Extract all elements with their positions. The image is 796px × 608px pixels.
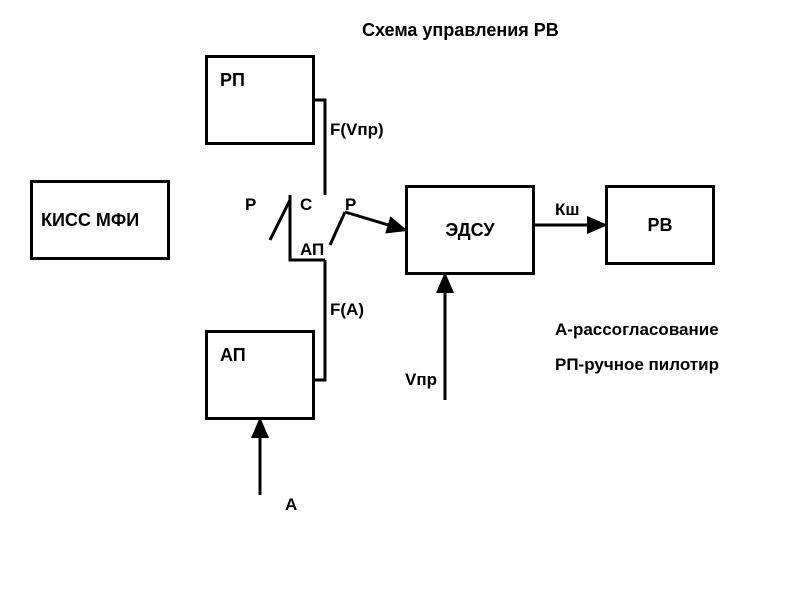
box-kiss-label: КИСС МФИ (41, 210, 139, 231)
box-rv-label: РВ (647, 215, 672, 236)
label-p-right: Р (345, 195, 356, 215)
label-ap-mid: АП (300, 240, 324, 260)
box-kiss: КИСС МФИ (30, 180, 170, 260)
line-switch-wiper (270, 200, 290, 240)
line-ap-to-bracket (315, 260, 325, 380)
box-ap: АП (205, 330, 315, 420)
label-fvpr: F(Vпр) (330, 120, 384, 140)
box-edsu-label: ЭДСУ (445, 220, 494, 241)
label-legend-a: А-рассогласование (555, 320, 719, 340)
box-ap-label: АП (220, 345, 246, 366)
label-ksh: Кш (555, 200, 580, 220)
line-rp-to-c (315, 100, 325, 195)
label-legend-rp: РП-ручное пилотир (555, 355, 719, 375)
label-p-left: Р (245, 195, 256, 215)
label-c: С (300, 195, 312, 215)
box-rv: РВ (605, 185, 715, 265)
label-a: А (285, 495, 297, 515)
diagram-canvas: Схема управления РВ КИСС МФИ РП АП ЭДСУ … (0, 0, 796, 608)
line-switch-tail (330, 212, 345, 245)
label-vpr: Vпр (405, 370, 437, 390)
box-edsu: ЭДСУ (405, 185, 535, 275)
diagram-lines (0, 0, 796, 608)
diagram-title: Схема управления РВ (362, 20, 559, 41)
label-fa: F(А) (330, 300, 364, 320)
box-rp-label: РП (220, 70, 245, 91)
box-rp: РП (205, 55, 315, 145)
